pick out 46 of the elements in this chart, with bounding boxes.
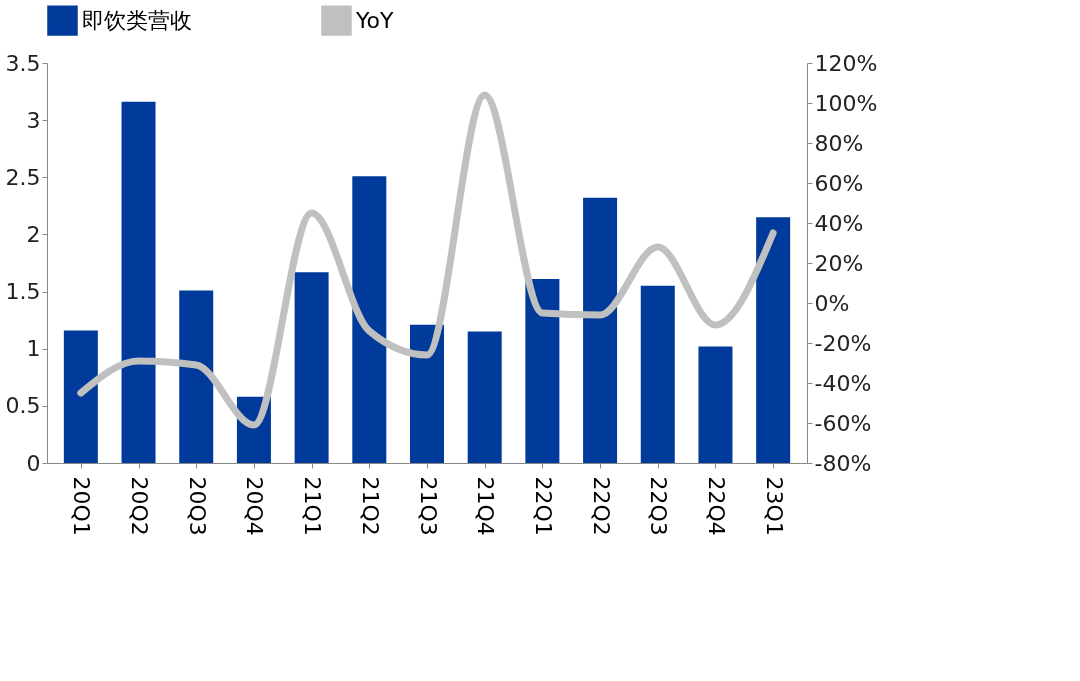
y-tick-label: 2.5 (5, 164, 41, 190)
x-tick-label: 20Q4 (242, 476, 268, 536)
x-tick-label: 23Q1 (761, 476, 787, 536)
y-tick-label: 1 (26, 336, 41, 362)
y-tick-label: 3.5 (5, 50, 41, 76)
bar (583, 197, 618, 463)
y2-tick-label: -40% (814, 370, 872, 396)
x-tick-label: 21Q4 (473, 476, 499, 536)
bar (179, 290, 214, 463)
x-tick-label: 22Q2 (588, 476, 614, 536)
bar (525, 279, 560, 463)
y2-tick-label: 60% (814, 170, 864, 196)
bar (698, 346, 733, 463)
y-tick-label: 0 (26, 450, 41, 476)
y2-tick-label: -80% (814, 450, 872, 476)
bar (121, 101, 156, 463)
y2-tick-label: 0% (814, 290, 850, 316)
x-tick-label: 22Q3 (646, 476, 672, 536)
x-tick-label: 22Q4 (703, 476, 729, 536)
x-tick-label: 20Q2 (127, 476, 153, 536)
y-tick-label: 1.5 (5, 279, 41, 305)
bar (467, 331, 502, 463)
y2-tick-label: 80% (814, 130, 864, 156)
y-tick-label: 0.5 (5, 393, 41, 419)
x-tick-label: 21Q1 (300, 476, 326, 536)
bar (756, 217, 791, 463)
y-tick-label: 3 (26, 107, 41, 133)
x-tick-label: 21Q3 (415, 476, 441, 536)
x-tick-label: 20Q1 (69, 476, 95, 536)
y2-tick-label: 120% (814, 50, 878, 76)
y2-tick-label: 100% (814, 90, 878, 116)
y2-tick-label: -20% (814, 330, 872, 356)
bar (640, 285, 675, 463)
bar (63, 330, 98, 463)
bar (352, 176, 387, 463)
y2-tick-label: 40% (814, 210, 864, 236)
bar (410, 324, 444, 463)
y2-tick-label: -60% (814, 410, 872, 436)
bar (294, 272, 329, 463)
legend-label: 即饮类营收 (82, 7, 192, 33)
y2-tick-label: 20% (814, 250, 864, 276)
x-tick-label: 21Q2 (357, 476, 383, 536)
legend-label: YoY (355, 7, 394, 33)
y-tick-label: 2 (26, 221, 41, 247)
x-tick-label: 20Q3 (184, 476, 210, 536)
x-tick-label: 22Q1 (530, 476, 556, 536)
